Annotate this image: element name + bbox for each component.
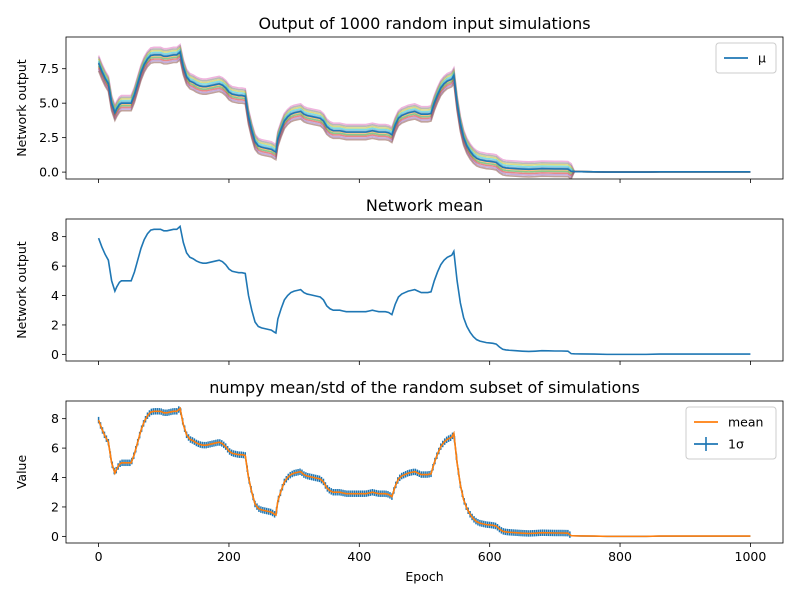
simulation-line-4 bbox=[97, 48, 751, 173]
y-tick-label: 4 bbox=[51, 288, 59, 303]
series-line bbox=[97, 50, 751, 173]
plot-area bbox=[97, 224, 751, 356]
simulation-line-1 bbox=[97, 43, 751, 173]
y-axis-label: Value bbox=[14, 455, 29, 490]
x-tick-label: 0 bbox=[95, 549, 103, 564]
errorbars bbox=[97, 406, 571, 538]
legend-box bbox=[685, 406, 777, 460]
y-tick-label: 8 bbox=[51, 411, 59, 426]
series-line bbox=[97, 224, 751, 356]
legend-label: 1σ bbox=[728, 437, 744, 452]
x-tick-label: 600 bbox=[478, 549, 502, 564]
x-tick-label: 400 bbox=[347, 549, 371, 564]
y-tick-label: 2.5 bbox=[39, 130, 59, 145]
chart-3: 0 200 400 600 800 1000 0 2 4 6 8 numpy mean/std of … bbox=[14, 378, 784, 584]
simulation-line-7 bbox=[97, 53, 751, 175]
legend-label: mean bbox=[728, 415, 763, 430]
x-tick-label: 200 bbox=[217, 549, 241, 564]
y-axis-label: Network output bbox=[14, 241, 29, 338]
y-tick-label: 0 bbox=[51, 529, 59, 544]
series-line bbox=[97, 406, 751, 538]
chart-2: 0 2 4 6 8 Network mean Network output bbox=[14, 196, 784, 365]
x-tick-label: 800 bbox=[608, 549, 632, 564]
plot-area bbox=[97, 43, 751, 179]
y-tick-label: 2 bbox=[51, 317, 59, 332]
simulation-line-3 bbox=[97, 46, 751, 173]
plot-area bbox=[97, 406, 751, 538]
axes-frame bbox=[65, 400, 784, 544]
x-tick-label: 1000 bbox=[735, 549, 767, 564]
y-tick-label: 0 bbox=[51, 347, 59, 362]
legend-label: μ bbox=[758, 51, 766, 66]
simulation-line-8 bbox=[97, 54, 751, 177]
simulation-line-10 bbox=[97, 58, 751, 179]
y-tick-label: 4 bbox=[51, 470, 59, 485]
axes-frame bbox=[65, 36, 784, 180]
y-tick-label: 6 bbox=[51, 441, 59, 456]
y-axis-label: Network output bbox=[14, 59, 29, 156]
legend: μ bbox=[715, 42, 777, 74]
y-tick-label: 2 bbox=[51, 499, 59, 514]
chart-title: numpy mean/std of the random subset of s… bbox=[209, 378, 640, 397]
y-tick-label: 6 bbox=[51, 259, 59, 274]
legend: mean 1σ bbox=[685, 406, 777, 460]
axes-frame bbox=[65, 218, 784, 362]
y-tick-label: 5.0 bbox=[39, 96, 59, 111]
simulation-line-2 bbox=[97, 44, 751, 173]
y-tick-label: 7.5 bbox=[39, 61, 59, 76]
y-tick-label: 8 bbox=[51, 229, 59, 244]
chart-title: Output of 1000 random input simulations bbox=[258, 14, 590, 33]
chart-title: Network mean bbox=[366, 196, 483, 215]
x-axis-label: Epoch bbox=[405, 569, 443, 584]
chart-1: 0.0 2.5 5.0 7.5 Output of 1000 random input … bbox=[14, 14, 784, 183]
y-tick-label: 0.0 bbox=[39, 165, 59, 180]
simulation-line-9 bbox=[97, 56, 751, 179]
